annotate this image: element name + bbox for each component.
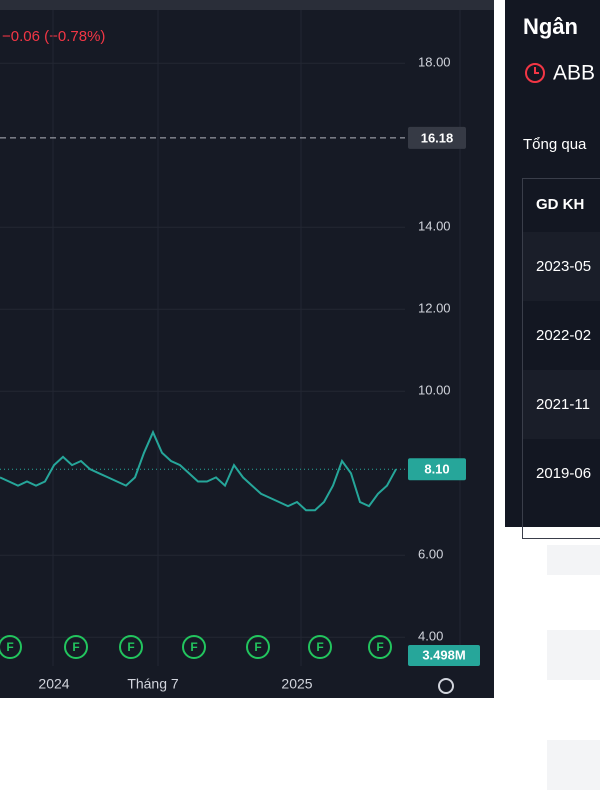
y-tick-label: 18.00	[418, 55, 451, 70]
event-marker	[308, 635, 332, 659]
event-label: F	[72, 640, 79, 654]
event-marker	[368, 635, 392, 659]
tab: Tổng qua	[523, 136, 587, 153]
change-label: −0.06 (−0.78%)	[2, 28, 105, 45]
price-badge	[408, 458, 466, 481]
event-marker	[246, 635, 270, 659]
clock-icon	[525, 63, 545, 83]
event-marker	[119, 635, 143, 659]
table-row	[523, 370, 600, 439]
event-marker	[0, 635, 22, 659]
event-label: F	[127, 640, 134, 654]
event-label: F	[316, 640, 323, 654]
price-label: 8.10	[424, 462, 449, 477]
table-border	[522, 178, 600, 539]
ticker: ABB	[553, 62, 595, 85]
table-cell: 2023-05	[536, 258, 591, 275]
y-tick-label: 6.00	[418, 547, 443, 562]
top-bar	[0, 0, 494, 10]
price-badge	[408, 126, 466, 149]
event-label: F	[254, 640, 261, 654]
x-tick-label: Tháng 7	[127, 676, 179, 692]
event-marker	[182, 635, 206, 659]
settings-icon	[438, 678, 454, 694]
table-row	[523, 232, 600, 301]
table-cell: 2022-02	[536, 327, 591, 344]
volume-label: 3.498M	[422, 647, 465, 662]
table-cell: 2019-06	[536, 465, 591, 482]
stripes	[547, 545, 600, 790]
event-marker	[64, 635, 88, 659]
clock-hand	[534, 67, 539, 74]
price-label: 16.18	[421, 130, 454, 145]
chart-panel	[0, 0, 494, 698]
table-cell: 2021-11	[536, 396, 590, 413]
price-line-series	[0, 429, 397, 512]
y-tick-label: 12.00	[418, 301, 451, 316]
y-tick-label: 10.00	[418, 383, 451, 398]
panel-title: Ngân	[523, 14, 578, 39]
table-row	[523, 301, 600, 370]
event-label: F	[376, 640, 383, 654]
y-tick-label: 14.00	[418, 219, 451, 234]
table-row	[523, 439, 600, 508]
volume-badge	[408, 645, 480, 666]
event-label: F	[190, 640, 197, 654]
x-tick-label: 2024	[38, 676, 69, 692]
x-tick-label: 2025	[281, 676, 312, 692]
y-tick-label: 4.00	[418, 629, 443, 644]
table-header: GD KH	[536, 196, 584, 213]
event-label: F	[6, 640, 13, 654]
